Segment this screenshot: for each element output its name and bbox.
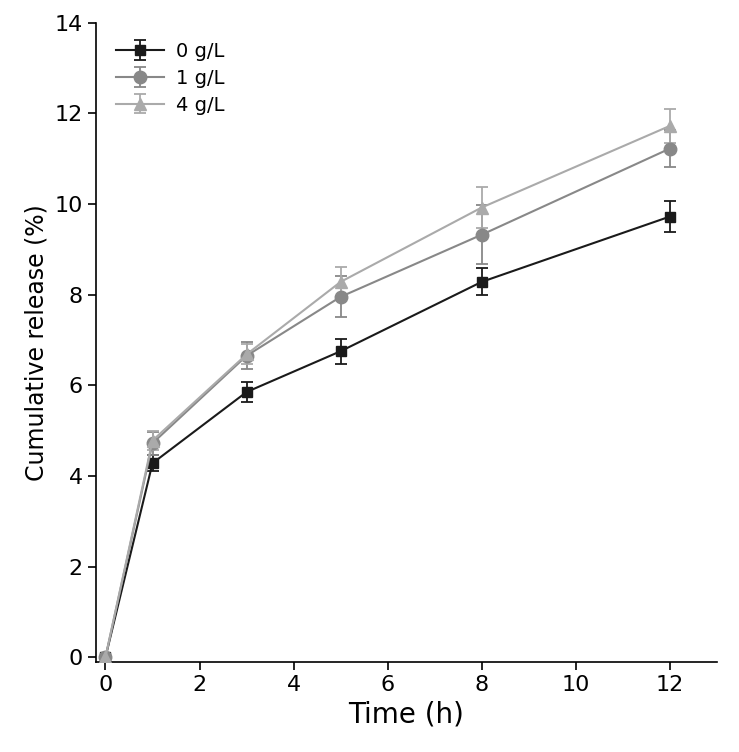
Y-axis label: Cumulative release (%): Cumulative release (%) [25, 204, 49, 481]
Legend: 0 g/L, 1 g/L, 4 g/L: 0 g/L, 1 g/L, 4 g/L [106, 32, 234, 124]
X-axis label: Time (h): Time (h) [349, 701, 464, 729]
